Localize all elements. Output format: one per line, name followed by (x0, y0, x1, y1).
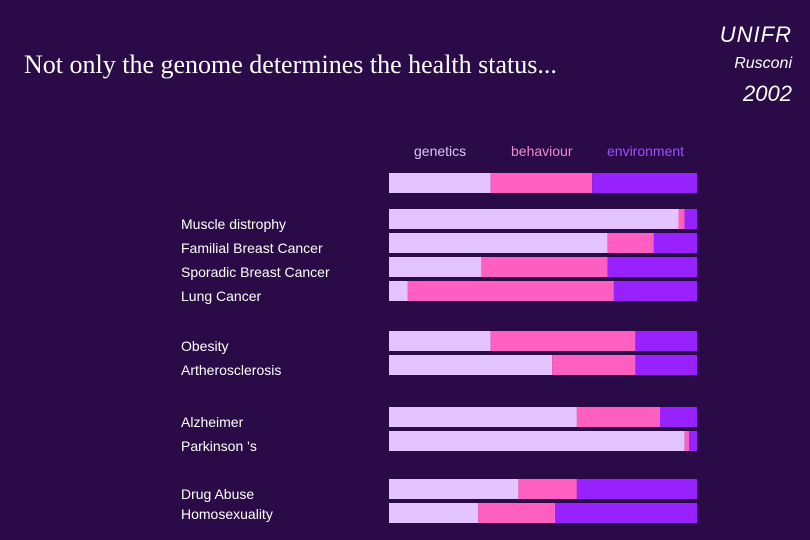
bar-segment-behaviour-5 (490, 331, 636, 351)
bar-segment-genetics-3 (389, 257, 482, 277)
row-label-lung-cancer: Lung Cancer (181, 288, 262, 304)
bar-segment-genetics-1 (389, 209, 679, 229)
row-label-alzheimer: Alzheimer (181, 414, 244, 430)
bar-segment-behaviour-4 (407, 281, 614, 301)
bar-segment-behaviour-3 (481, 257, 608, 277)
legend-behaviour: behaviour (511, 143, 573, 159)
row-label-muscle-distrophy: Muscle distrophy (181, 216, 287, 232)
bar-segment-genetics-6 (389, 355, 553, 375)
bar-segment-environment-2 (653, 233, 697, 253)
bar-segment-genetics-8 (389, 431, 685, 451)
bar-segment-environment-8 (689, 431, 697, 451)
bar-segment-environment-3 (607, 257, 697, 277)
year-label: 2002 (743, 81, 792, 106)
bar-segment-genetics-7 (389, 407, 577, 427)
bar-segment-environment-0 (592, 173, 697, 193)
bar-segment-behaviour-1 (678, 209, 685, 229)
author-label: Rusconi (734, 55, 792, 72)
legend-environment: environment (607, 143, 685, 159)
row-label-obesity: Obesity (181, 338, 229, 354)
bar-segment-genetics-10 (389, 503, 479, 523)
bar-segment-environment-6 (635, 355, 697, 375)
brand-label: UNIFR (719, 22, 792, 47)
bar-segment-behaviour-2 (607, 233, 654, 253)
row-label-familial-breast-cancer: Familial Breast Cancer (181, 240, 323, 256)
row-label-artherosclerosis: Artherosclerosis (181, 362, 282, 378)
bar-segment-environment-9 (576, 479, 697, 499)
bar-segment-genetics-0 (389, 173, 491, 193)
row-label-drug-abuse: Drug Abuse (181, 486, 255, 502)
bar-segment-behaviour-10 (478, 503, 556, 523)
bar-segment-behaviour-8 (684, 431, 690, 451)
legend-genetics: genetics (414, 143, 467, 159)
row-label-sporadic-breast-cancer: Sporadic Breast Cancer (181, 264, 330, 280)
bar-segment-behaviour-6 (552, 355, 636, 375)
bar-segment-genetics-5 (389, 331, 491, 351)
bar-segment-behaviour-7 (576, 407, 661, 427)
bar-segment-environment-7 (660, 407, 697, 427)
row-label-homosexuality: Homosexuality (181, 506, 273, 522)
bar-segment-genetics-9 (389, 479, 519, 499)
bar-segment-environment-4 (613, 281, 697, 301)
page-title: Not only the genome determines the healt… (24, 50, 557, 79)
bar-segment-environment-10 (555, 503, 697, 523)
bar-segment-genetics-2 (389, 233, 608, 253)
bar-segment-behaviour-0 (490, 173, 593, 193)
bar-segment-environment-1 (684, 209, 697, 229)
bar-segment-environment-5 (635, 331, 697, 351)
bar-segment-genetics-4 (389, 281, 408, 301)
row-label-parkinsons: Parkinson 's (181, 438, 257, 454)
bar-segment-behaviour-9 (518, 479, 577, 499)
